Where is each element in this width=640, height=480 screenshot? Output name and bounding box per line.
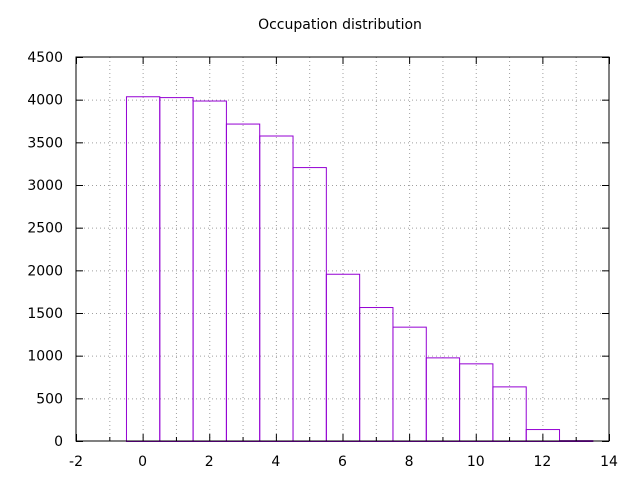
grid-layer	[76, 57, 609, 441]
y-tick-label: 3500	[27, 135, 63, 151]
bar	[192, 100, 227, 443]
y-tick-label: 4500	[27, 50, 63, 66]
x-tick-label: -2	[69, 454, 83, 470]
y-tick-label: 500	[36, 391, 63, 407]
y-tick-label: 4000	[27, 93, 63, 109]
bars-layer	[125, 96, 594, 443]
x-tick-label: 0	[138, 454, 147, 470]
bar	[292, 167, 327, 443]
y-tick-label: 1500	[27, 306, 63, 322]
y-tick-label: 1000	[27, 349, 63, 365]
y-tick-label: 2000	[27, 263, 63, 279]
y-tick-label: 3000	[27, 178, 63, 194]
x-tick-label: 8	[405, 454, 414, 470]
x-tick-label: 10	[467, 454, 485, 470]
x-tick-label: 12	[533, 454, 551, 470]
chart-title: Occupation distribution	[258, 17, 422, 33]
x-tick-label: 14	[600, 454, 618, 470]
bar	[425, 357, 461, 442]
x-tick-label: 2	[205, 454, 214, 470]
x-tick-label: 4	[271, 454, 280, 470]
y-tick-label: 0	[54, 434, 63, 450]
x-tick-label: 6	[338, 454, 347, 470]
tick-labels: -2 0 2 4 6 8 10 12 14 0 500 1000 1500 2000 2500 3000 350…	[27, 50, 618, 470]
bar	[392, 326, 427, 442]
ticks-layer	[76, 57, 610, 442]
y-tick-label: 2500	[27, 221, 63, 237]
